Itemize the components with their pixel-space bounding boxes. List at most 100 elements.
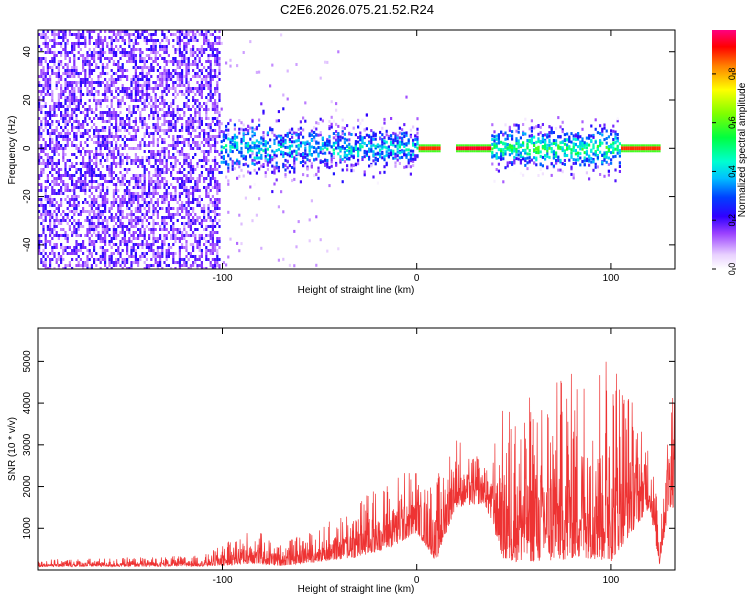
- heatmap-cell: [200, 105, 203, 108]
- heatmap-cell: [60, 75, 63, 78]
- heatmap-cell: [51, 216, 54, 219]
- heatmap-cell: [187, 192, 190, 195]
- heatmap-cell: [143, 66, 146, 69]
- heatmap-cell: [84, 192, 87, 195]
- heatmap-cell: [115, 144, 118, 147]
- heatmap-cell: [379, 137, 382, 141]
- heatmap-cell: [211, 42, 214, 45]
- heatmap-cell: [150, 258, 153, 261]
- heatmap-cell: [500, 157, 503, 161]
- heatmap-cell: [38, 246, 41, 249]
- heatmap-cell: [185, 222, 188, 225]
- heatmap-cell: [104, 237, 107, 240]
- heatmap-cell: [207, 72, 210, 75]
- heatmap-cell: [110, 261, 113, 264]
- heatmap-cell: [161, 48, 164, 51]
- heatmap-cell: [379, 144, 382, 148]
- heatmap-cell: [330, 115, 333, 119]
- heatmap-cell: [73, 135, 76, 138]
- heatmap-cell: [46, 78, 49, 81]
- heatmap-cell: [108, 90, 111, 93]
- heatmap-cell: [55, 246, 58, 249]
- heatmap-cell: [49, 84, 52, 87]
- heatmap-cell: [110, 150, 113, 153]
- heatmap-cell: [326, 249, 329, 253]
- heatmap-cell: [159, 168, 162, 171]
- heatmap-cell: [152, 81, 155, 84]
- heatmap-cell: [192, 147, 195, 150]
- heatmap-cell: [229, 140, 232, 144]
- heatmap-cell: [229, 157, 232, 161]
- heatmap-cell: [112, 243, 115, 246]
- heatmap-cell: [141, 78, 144, 81]
- heatmap-cell: [148, 87, 151, 90]
- heatmap-cell: [75, 144, 78, 147]
- heatmap-cell: [130, 33, 133, 36]
- heatmap-cell: [68, 30, 71, 33]
- heatmap-cell: [40, 174, 43, 177]
- heatmap-cell: [209, 168, 212, 171]
- heatmap-cell: [126, 129, 129, 132]
- heatmap-cell: [181, 153, 184, 156]
- heatmap-cell: [137, 165, 140, 168]
- heatmap-cell: [218, 264, 221, 267]
- heatmap-cell: [192, 255, 195, 258]
- heatmap-cell: [106, 189, 109, 192]
- heatmap-cell: [205, 192, 208, 195]
- heatmap-cell: [137, 105, 140, 108]
- heatmap-cell: [121, 51, 124, 54]
- heatmap-cell: [123, 147, 126, 150]
- heatmap-cell: [172, 222, 175, 225]
- heatmap-cell: [187, 216, 190, 219]
- heatmap-cell: [220, 122, 223, 126]
- heatmap-cell: [211, 96, 214, 99]
- heatmap-cell: [370, 148, 373, 152]
- heatmap-cell: [90, 138, 93, 141]
- heatmap-cell: [172, 195, 175, 198]
- heatmap-cell: [236, 135, 239, 139]
- heatmap-cell: [218, 219, 221, 222]
- heatmap-cell: [148, 195, 151, 198]
- heatmap-cell: [319, 117, 322, 121]
- heatmap-cell: [255, 127, 258, 131]
- heatmap-cell: [145, 252, 148, 255]
- heatmap-cell: [253, 128, 256, 131]
- heatmap-cell: [185, 30, 188, 33]
- heatmap-cell: [62, 39, 65, 42]
- heatmap-cell: [128, 219, 131, 222]
- heatmap-cell: [145, 42, 148, 45]
- heatmap-cell: [326, 60, 329, 64]
- heatmap-cell: [189, 39, 192, 42]
- heatmap-cell: [51, 72, 54, 75]
- heatmap-cell: [176, 237, 179, 240]
- heatmap-cell: [238, 161, 241, 165]
- heatmap-cell: [84, 42, 87, 45]
- heatmap-cell: [337, 140, 340, 144]
- heatmap-cell: [139, 243, 142, 246]
- heatmap-cell: [46, 36, 49, 39]
- heatmap-cell: [167, 60, 170, 63]
- heatmap-cell: [332, 148, 335, 152]
- heatmap-cell: [143, 120, 146, 123]
- heatmap-cell: [86, 219, 89, 222]
- heatmap-cell: [216, 240, 219, 243]
- heatmap-cell: [218, 171, 221, 174]
- heatmap-cell: [491, 123, 494, 127]
- heatmap-cell: [412, 149, 415, 153]
- heatmap-cell: [205, 39, 208, 42]
- heatmap-cell: [99, 195, 102, 198]
- heatmap-cell: [170, 171, 173, 174]
- heatmap-cell: [161, 114, 164, 117]
- heatmap-cell: [214, 159, 217, 162]
- heatmap-cell: [546, 165, 549, 169]
- heatmap-cell: [170, 87, 173, 90]
- heatmap-cell: [152, 111, 155, 114]
- heatmap-cell: [95, 147, 98, 150]
- heatmap-cell: [134, 177, 137, 180]
- heatmap-cell: [310, 153, 313, 157]
- heatmap-cell: [174, 147, 177, 150]
- heatmap-cell: [38, 156, 41, 159]
- heatmap-cell: [82, 105, 85, 108]
- heatmap-cell: [110, 132, 113, 135]
- heatmap-cell: [88, 249, 91, 252]
